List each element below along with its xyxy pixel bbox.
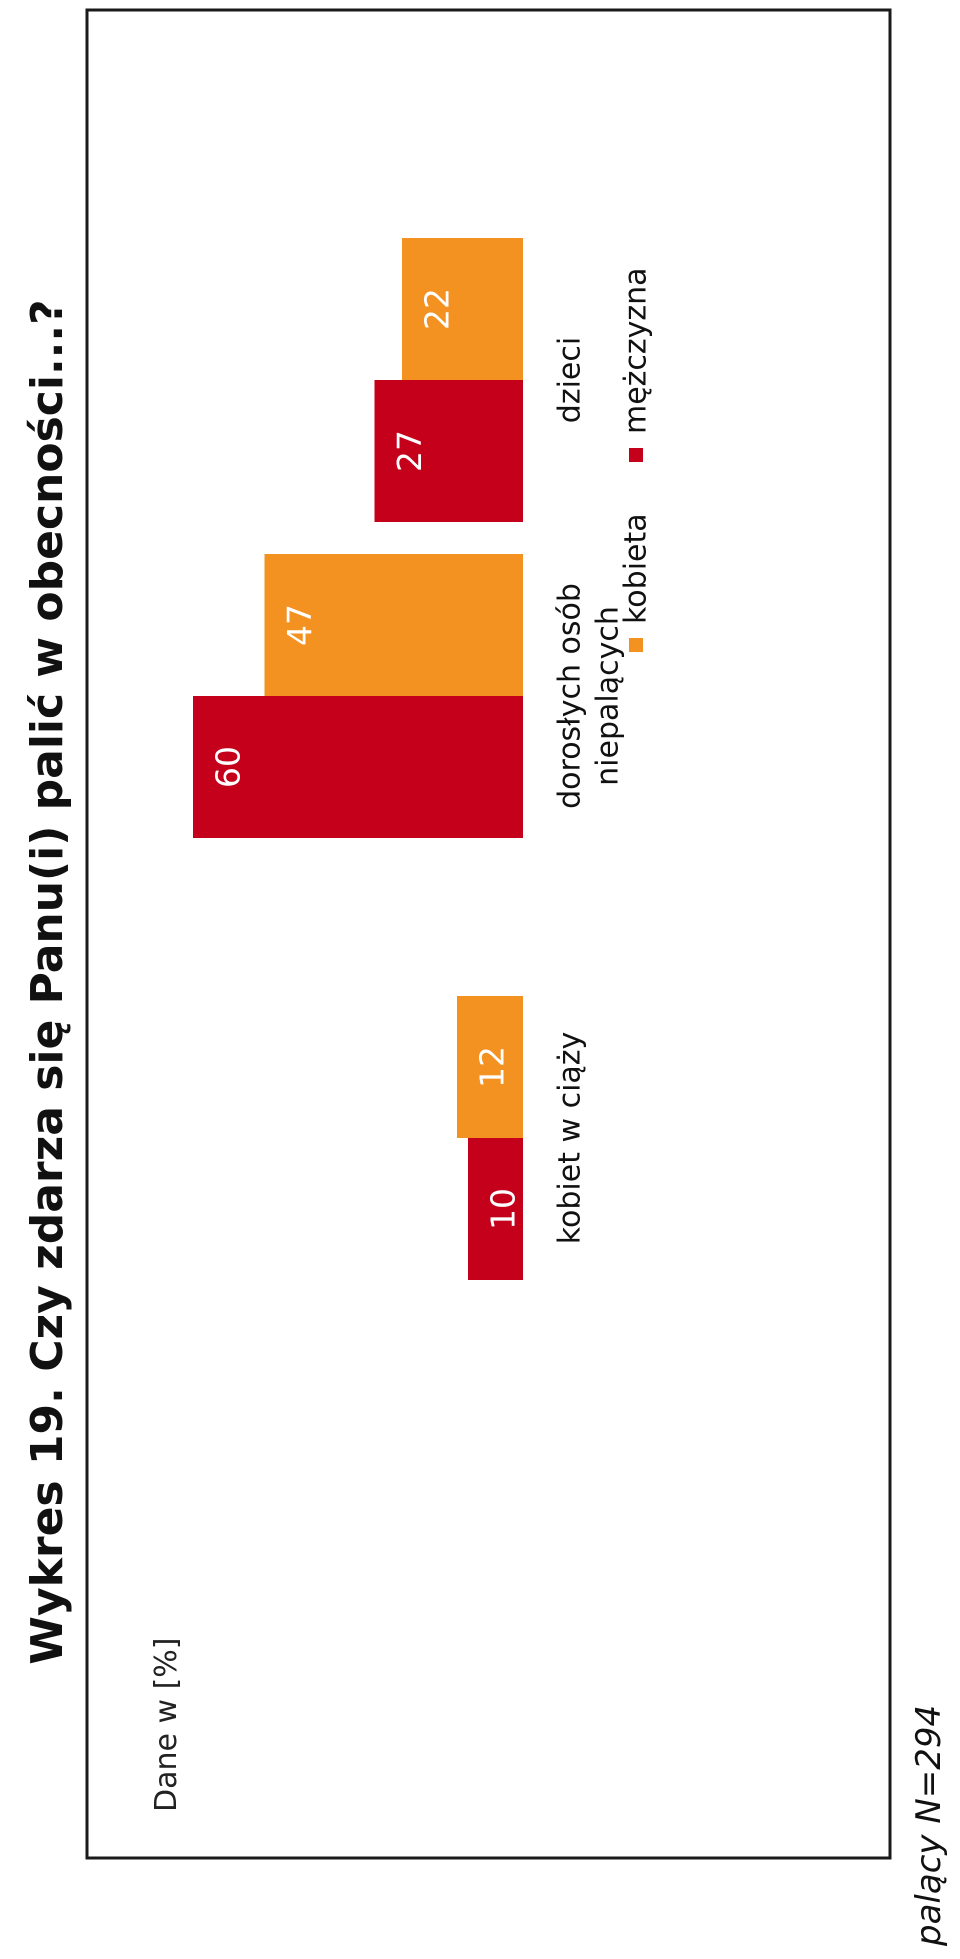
bar-mezczyzna-1 <box>193 696 523 838</box>
bar-labels-group: 10 12 60 47 27 22 <box>209 288 523 1230</box>
bar-kobieta-0 <box>457 996 523 1138</box>
bars-group <box>193 238 523 1280</box>
category-labels-group: kobiet w ciąży dorosłych osób niepalących d… <box>553 337 626 1245</box>
bar-value-label: 10 <box>484 1188 523 1230</box>
category-label: niepalących <box>591 606 626 786</box>
legend-swatch-mezczyzna <box>629 448 643 462</box>
legend-label: mężczyzna <box>619 267 654 434</box>
category-label: kobiet w ciąży <box>553 1032 588 1245</box>
page-title: Wykres 19. Czy zdarza się Panu(i) palić … <box>22 299 73 1664</box>
legend-label: kobieta <box>619 513 654 624</box>
bar-value-label: 12 <box>473 1046 512 1088</box>
sample-note: palący N=294 <box>909 1705 949 1947</box>
bar-mezczyzna-0 <box>468 1138 523 1280</box>
bar-kobieta-1 <box>264 554 523 696</box>
legend: kobieta mężczyzna <box>619 267 654 652</box>
bar-kobieta-2 <box>402 238 523 380</box>
bar-value-label: 22 <box>418 288 457 330</box>
category-label: dorosłych osób <box>553 583 588 809</box>
legend-swatch-kobieta <box>629 638 643 652</box>
category-label: dzieci <box>553 337 588 423</box>
bar-value-label: 47 <box>280 604 319 646</box>
bar-value-label: 60 <box>209 746 248 788</box>
chart-subtitle: Dane w [%] <box>149 1638 184 1812</box>
bar-value-label: 27 <box>390 430 429 472</box>
bar-mezczyzna-2 <box>374 380 523 522</box>
